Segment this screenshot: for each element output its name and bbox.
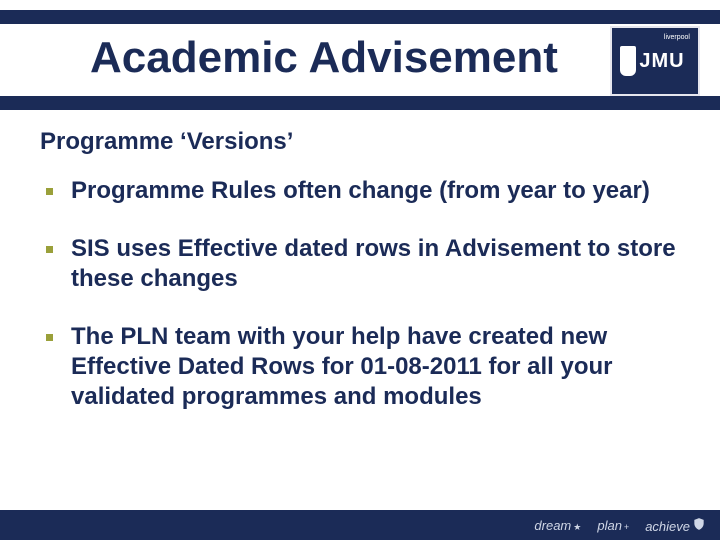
bullet-icon [46,188,53,195]
footer-label: achieve [645,519,690,534]
logo-jmu: liverpool JMU [610,26,700,96]
logo-small-text: liverpool [664,34,690,41]
bullet-text: SIS uses Effective dated rows in Advisem… [71,234,680,294]
body: Programme ‘Versions’ Programme Rules oft… [0,110,720,510]
plus-icon: + [624,522,629,532]
crest-icon [620,46,636,76]
list-item: Programme Rules often change (from year … [40,176,680,206]
footer-label: plan [597,518,622,533]
bullet-icon [46,334,53,341]
star-icon: ★ [573,522,581,533]
bullet-text: The PLN team with your help have created… [71,322,680,412]
footer-word-dream: dream ★ [534,518,581,533]
footer-word-achieve: achieve [645,517,706,534]
bullet-icon [46,246,53,253]
page-title: Academic Advisement [90,36,558,80]
list-item: SIS uses Effective dated rows in Advisem… [40,234,680,294]
shield-icon [692,517,706,531]
bullet-list: Programme Rules often change (from year … [40,176,680,412]
list-item: The PLN team with your help have created… [40,322,680,412]
footer-label: dream [534,518,571,533]
logo-text: JMU [639,50,684,73]
footer-word-plan: plan + [597,518,629,533]
header: Academic Advisement liverpool JMU [0,0,720,110]
slide: Academic Advisement liverpool JMU Progra… [0,0,720,540]
subtitle: Programme ‘Versions’ [40,128,680,156]
bullet-text: Programme Rules often change (from year … [71,176,650,206]
footer: dream ★ plan + achieve [0,510,720,540]
